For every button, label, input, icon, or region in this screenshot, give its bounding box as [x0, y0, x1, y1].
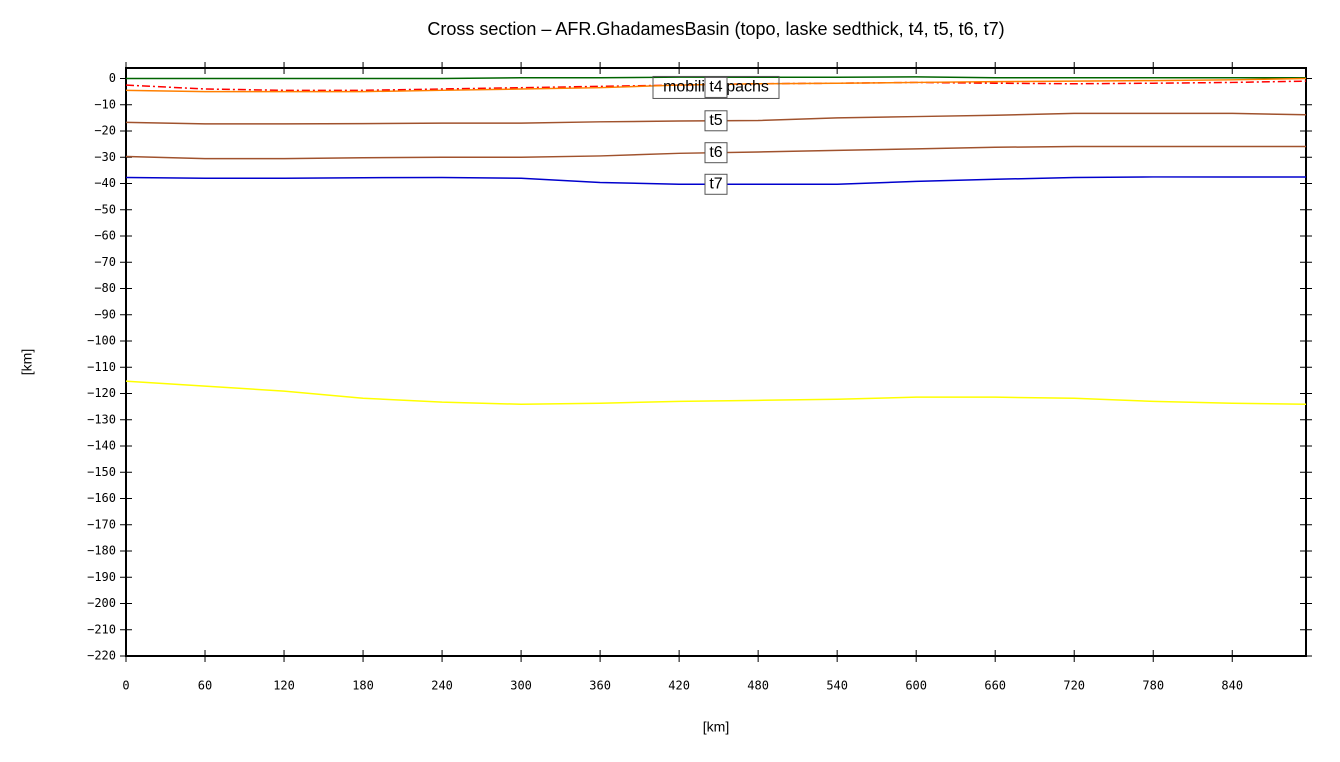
x-tick-label: 0 [122, 679, 129, 693]
x-tick-label: 540 [826, 679, 848, 693]
y-axis-label: [km] [19, 349, 35, 375]
x-tick-label: 420 [668, 679, 690, 693]
x-tick-label: 480 [747, 679, 769, 693]
y-tick-label: −60 [94, 229, 116, 243]
line-label-box [704, 110, 728, 132]
y-tick-label: −40 [94, 176, 116, 190]
x-tick-label: 360 [589, 679, 611, 693]
annotation-box [652, 75, 780, 99]
y-tick-label: 0 [109, 71, 116, 85]
y-tick-label: −160 [87, 491, 116, 505]
x-tick-label: 60 [198, 679, 212, 693]
y-tick-label: −110 [87, 360, 116, 374]
line-label-box [704, 76, 728, 98]
line-label: t5 [709, 112, 722, 129]
y-tick-label: −180 [87, 544, 116, 558]
y-tick-label: −140 [87, 439, 116, 453]
y-tick-label: −130 [87, 412, 116, 426]
y-tick-label: −120 [87, 386, 116, 400]
x-tick-label: 300 [510, 679, 532, 693]
y-tick-label: −210 [87, 622, 116, 636]
y-tick-label: −170 [87, 517, 116, 531]
series-line [125, 380, 1307, 406]
plot-frame [125, 67, 1307, 657]
x-tick-label: 120 [273, 679, 295, 693]
y-tick-label: −150 [87, 465, 116, 479]
y-tick-label: −100 [87, 334, 116, 348]
x-tick-label: 240 [431, 679, 453, 693]
x-tick-label: 600 [905, 679, 927, 693]
x-tick-label: 660 [984, 679, 1006, 693]
line-label: t4 [709, 79, 722, 96]
y-tick-label: −220 [87, 649, 116, 663]
y-tick-label: −30 [94, 150, 116, 164]
line-label-box [704, 142, 728, 164]
y-tick-label: −80 [94, 281, 116, 295]
line-label: t6 [709, 144, 722, 161]
y-tick-label: −10 [94, 97, 116, 111]
y-tick-label: −200 [87, 596, 116, 610]
x-axis-label: [km] [703, 719, 729, 735]
chart-title: Cross section – AFR.GhadamesBasin (topo,… [427, 19, 1004, 39]
x-tick-label: 840 [1221, 679, 1243, 693]
y-tick-label: −70 [94, 255, 116, 269]
y-tick-label: −190 [87, 570, 116, 584]
x-tick-label: 780 [1142, 679, 1164, 693]
line-label: t7 [709, 176, 722, 193]
y-tick-label: −90 [94, 307, 116, 321]
x-tick-label: 180 [352, 679, 374, 693]
x-tick-label: 720 [1063, 679, 1085, 693]
line-label-box [704, 173, 728, 195]
y-tick-label: −20 [94, 124, 116, 138]
y-tick-label: −50 [94, 202, 116, 216]
